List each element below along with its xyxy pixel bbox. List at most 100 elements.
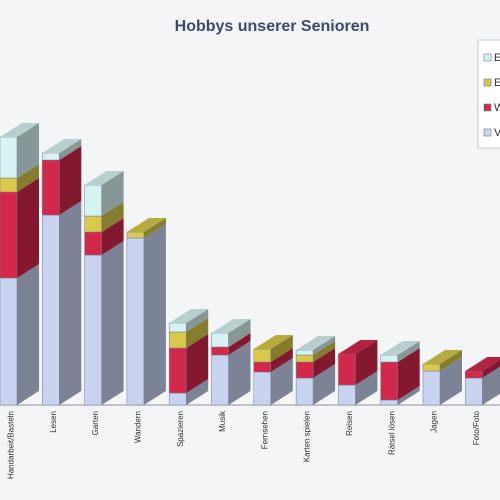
x-tick-label: Fernsehen: [260, 411, 269, 449]
x-tick-label: Jagen: [430, 411, 439, 433]
bar-top: [126, 218, 166, 232]
bar-segment: [0, 177, 18, 193]
bar-side: [59, 139, 82, 160]
bar-side: [355, 340, 378, 385]
bar-side: [228, 319, 251, 347]
bar-segment: [422, 363, 441, 372]
bar-segment: [253, 371, 272, 406]
bar-segment: [380, 399, 398, 406]
bar-side: [17, 164, 39, 192]
x-tick-label: Spazieren: [176, 411, 185, 447]
bar-side: [228, 333, 251, 355]
bar-side: [397, 386, 420, 405]
legend-box: [477, 39, 500, 149]
bar-segment: [380, 354, 398, 363]
bar-segment: [253, 361, 272, 373]
bar-side: [270, 348, 293, 372]
bar-side: [101, 202, 124, 232]
bar-side: [186, 334, 209, 393]
bar-side: [59, 146, 82, 215]
bar-side: [186, 318, 209, 348]
bar-segment: [84, 254, 102, 406]
bar-side: [313, 348, 336, 378]
x-tick-label: Karten spielen: [303, 411, 312, 462]
bar-segment: [338, 353, 356, 386]
bar-segment: [422, 370, 441, 406]
bar-segment: [84, 231, 102, 256]
x-tick-label: Rätsel lösen: [387, 411, 396, 455]
bar-side: [313, 364, 336, 405]
bar-side: [482, 359, 500, 378]
legend-label: W: [494, 102, 500, 114]
x-tick-label: Foto/Foto: [472, 410, 481, 445]
x-tick-label: Lesen: [49, 411, 58, 433]
bar-side: [186, 309, 209, 332]
chart-title: Hobbys unserer Senioren: [175, 18, 370, 35]
bar-segment: [0, 191, 18, 279]
bar-top: [296, 336, 336, 350]
bar-segment: [0, 277, 18, 406]
bar-segment: [295, 349, 314, 356]
bar-segment: [211, 354, 229, 406]
bar-top: [465, 357, 500, 371]
bar-top: [42, 139, 82, 153]
legend-swatch: [483, 103, 492, 112]
bar-side: [186, 379, 209, 405]
bar-side: [440, 357, 462, 405]
x-tick-label: Handarbeit/Basteln: [7, 411, 16, 479]
bar-side: [313, 341, 336, 362]
bar-top: [253, 335, 293, 349]
bar-segment: [338, 384, 356, 406]
bar-side: [482, 366, 500, 405]
bar-side: [101, 241, 124, 405]
bar-top: [0, 123, 39, 137]
bar-side: [17, 178, 39, 278]
bar-side: [397, 348, 420, 400]
bar-segment: [42, 159, 60, 216]
bar-side: [143, 218, 166, 238]
bar-side: [101, 171, 124, 216]
bar-segment: [84, 215, 102, 233]
bar-side: [59, 201, 82, 405]
bar-top: [84, 171, 124, 185]
legend-swatch: [483, 53, 492, 62]
bar-side: [270, 358, 293, 405]
bar-segment: [168, 392, 187, 406]
bar-segment: [211, 332, 229, 348]
bar-top: [169, 309, 209, 323]
bar-segment: [295, 377, 314, 406]
bar-side: [270, 335, 293, 362]
bar-segment: [168, 331, 187, 349]
bar-side: [313, 336, 336, 355]
bar-top: [380, 341, 420, 355]
bar-side: [440, 350, 462, 371]
x-tick-label: Musik: [218, 410, 227, 432]
legend-swatch: [483, 78, 492, 87]
bar-side: [101, 218, 124, 255]
bar-segment: [126, 231, 145, 239]
bar-segment: [168, 347, 187, 394]
legend-label: V: [494, 127, 500, 139]
x-tick-label: Garten: [91, 411, 100, 435]
bar-top: [211, 319, 251, 333]
bar-segment: [295, 354, 314, 363]
bar-side: [355, 371, 378, 405]
bar-segment: [380, 361, 398, 401]
bar-segment: [465, 370, 483, 379]
bar-segment: [168, 322, 187, 333]
bar-side: [228, 341, 251, 405]
bar-segment: [465, 377, 483, 406]
bar-segment: [126, 237, 145, 406]
x-tick-label: Reisen: [345, 411, 354, 436]
bar-top: [423, 350, 462, 364]
bar-segment: [42, 214, 60, 406]
bar-segment: [42, 152, 60, 161]
bar-segment: [295, 361, 314, 379]
legend-swatch: [483, 128, 492, 137]
bar-side: [143, 224, 166, 405]
bar-segment: [84, 184, 102, 217]
bar-top: [338, 340, 378, 354]
